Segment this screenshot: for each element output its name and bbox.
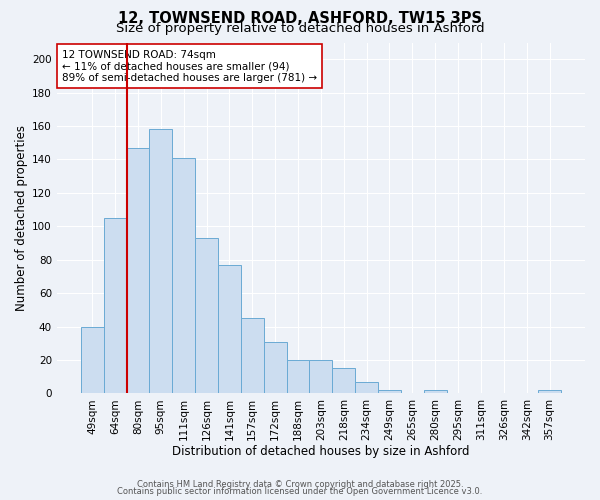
Text: 12 TOWNSEND ROAD: 74sqm
← 11% of detached houses are smaller (94)
89% of semi-de: 12 TOWNSEND ROAD: 74sqm ← 11% of detache… xyxy=(62,50,317,82)
Bar xyxy=(310,360,332,394)
Bar xyxy=(355,382,378,394)
Text: 12, TOWNSEND ROAD, ASHFORD, TW15 3PS: 12, TOWNSEND ROAD, ASHFORD, TW15 3PS xyxy=(118,11,482,26)
Y-axis label: Number of detached properties: Number of detached properties xyxy=(15,125,28,311)
Bar xyxy=(264,342,287,394)
Bar xyxy=(127,148,149,394)
X-axis label: Distribution of detached houses by size in Ashford: Distribution of detached houses by size … xyxy=(172,444,470,458)
Bar xyxy=(241,318,264,394)
Bar xyxy=(332,368,355,394)
Bar xyxy=(424,390,446,394)
Bar xyxy=(149,130,172,394)
Text: Contains public sector information licensed under the Open Government Licence v3: Contains public sector information licen… xyxy=(118,487,482,496)
Bar xyxy=(81,326,104,394)
Bar xyxy=(287,360,310,394)
Bar xyxy=(195,238,218,394)
Bar xyxy=(172,158,195,394)
Bar xyxy=(104,218,127,394)
Bar xyxy=(538,390,561,394)
Text: Size of property relative to detached houses in Ashford: Size of property relative to detached ho… xyxy=(116,22,484,35)
Text: Contains HM Land Registry data © Crown copyright and database right 2025.: Contains HM Land Registry data © Crown c… xyxy=(137,480,463,489)
Bar xyxy=(378,390,401,394)
Bar xyxy=(218,264,241,394)
